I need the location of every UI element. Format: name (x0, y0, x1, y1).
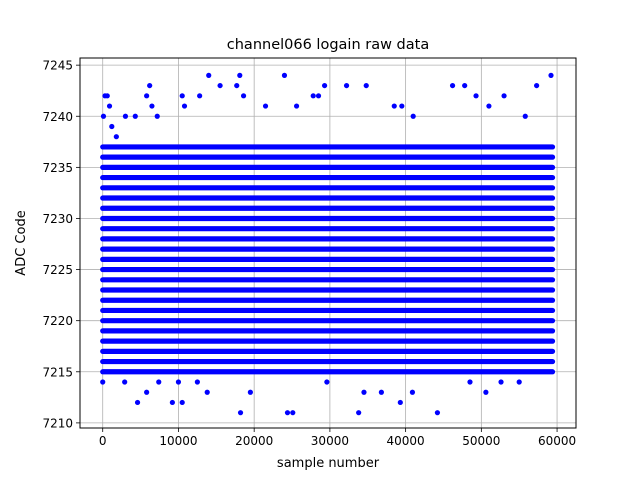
data-point (483, 389, 489, 395)
x-tick-label: 60000 (538, 434, 576, 448)
data-point (206, 72, 212, 78)
data-point (122, 113, 129, 119)
data-point (462, 82, 468, 89)
data-point (109, 123, 115, 130)
data-point (284, 410, 291, 416)
data-point (247, 389, 253, 395)
data-point (144, 389, 150, 395)
data-point (467, 379, 473, 385)
plot-frame (79, 57, 577, 429)
data-point (234, 82, 240, 89)
x-tick-label: 50000 (462, 434, 500, 448)
data-point (147, 82, 153, 89)
y-tick-label: 7215 (42, 365, 73, 379)
x-tick-label: 10000 (159, 434, 197, 448)
data-point (156, 379, 162, 385)
y-axis-label: ADC Code (14, 210, 29, 275)
data-point (310, 93, 316, 99)
data-point (262, 103, 269, 109)
data-point (149, 103, 155, 109)
y-tick-label: 7235 (42, 161, 73, 175)
data-point (169, 399, 175, 406)
y-tick-label: 7220 (42, 314, 73, 328)
x-tick-label: 20000 (235, 434, 273, 448)
data-point (321, 82, 328, 89)
data-point (175, 379, 182, 385)
data-point (356, 410, 362, 416)
x-tick-label: 30000 (311, 434, 349, 448)
x-tick-label: 0 (99, 434, 107, 448)
y-axis-ticks: 7210 7215 7220 7225 7230 7235 7240 7245 (42, 59, 80, 430)
data-point (106, 103, 113, 109)
data-point (399, 103, 405, 109)
data-point (534, 82, 540, 89)
data-point (217, 82, 223, 89)
y-tick-label: 7225 (42, 263, 73, 277)
data-point (378, 389, 384, 395)
data-point (281, 72, 288, 78)
data-point (343, 82, 350, 89)
data-point (237, 410, 244, 416)
data-point (197, 93, 203, 99)
data-point (100, 113, 107, 119)
data-point (449, 82, 456, 89)
data-point (179, 399, 185, 406)
x-axis-label: sample number (277, 456, 380, 471)
data-point (122, 379, 128, 385)
data-point (548, 72, 554, 78)
data-point (397, 399, 403, 406)
data-point (522, 113, 528, 119)
data-point (498, 379, 504, 385)
data-point (501, 93, 507, 99)
data-point (154, 113, 160, 119)
data-point (237, 72, 243, 78)
data-point (240, 93, 247, 99)
y-tick-label: 7230 (42, 212, 73, 226)
data-point (113, 134, 119, 140)
y-tick-label: 7240 (42, 110, 73, 124)
data-point (434, 410, 441, 416)
y-tick-label: 7210 (42, 416, 73, 430)
data-point (363, 82, 369, 89)
data-point (391, 103, 397, 109)
data-point (134, 399, 141, 406)
data-point (473, 93, 479, 99)
data-point (290, 410, 296, 416)
data-point (409, 389, 416, 395)
data-point (104, 93, 110, 99)
data-point (324, 379, 330, 385)
data-point (181, 103, 188, 109)
y-tick-label: 7245 (42, 59, 73, 73)
data-point (194, 379, 200, 385)
data-point (204, 389, 210, 395)
data-point (179, 93, 185, 99)
data-point (516, 379, 522, 385)
data-point (361, 389, 367, 395)
chart-title: channel066 logain raw data (227, 37, 429, 53)
data-point (144, 93, 150, 99)
data-point (486, 103, 492, 109)
data-points (100, 72, 556, 416)
data-point (132, 113, 138, 119)
data-point (410, 113, 416, 119)
data-point (100, 379, 106, 385)
data-point (293, 103, 300, 109)
x-axis-ticks: 0 10000 20000 30000 40000 50000 60000 (99, 428, 576, 448)
data-point (315, 93, 322, 99)
x-tick-label: 40000 (387, 434, 425, 448)
